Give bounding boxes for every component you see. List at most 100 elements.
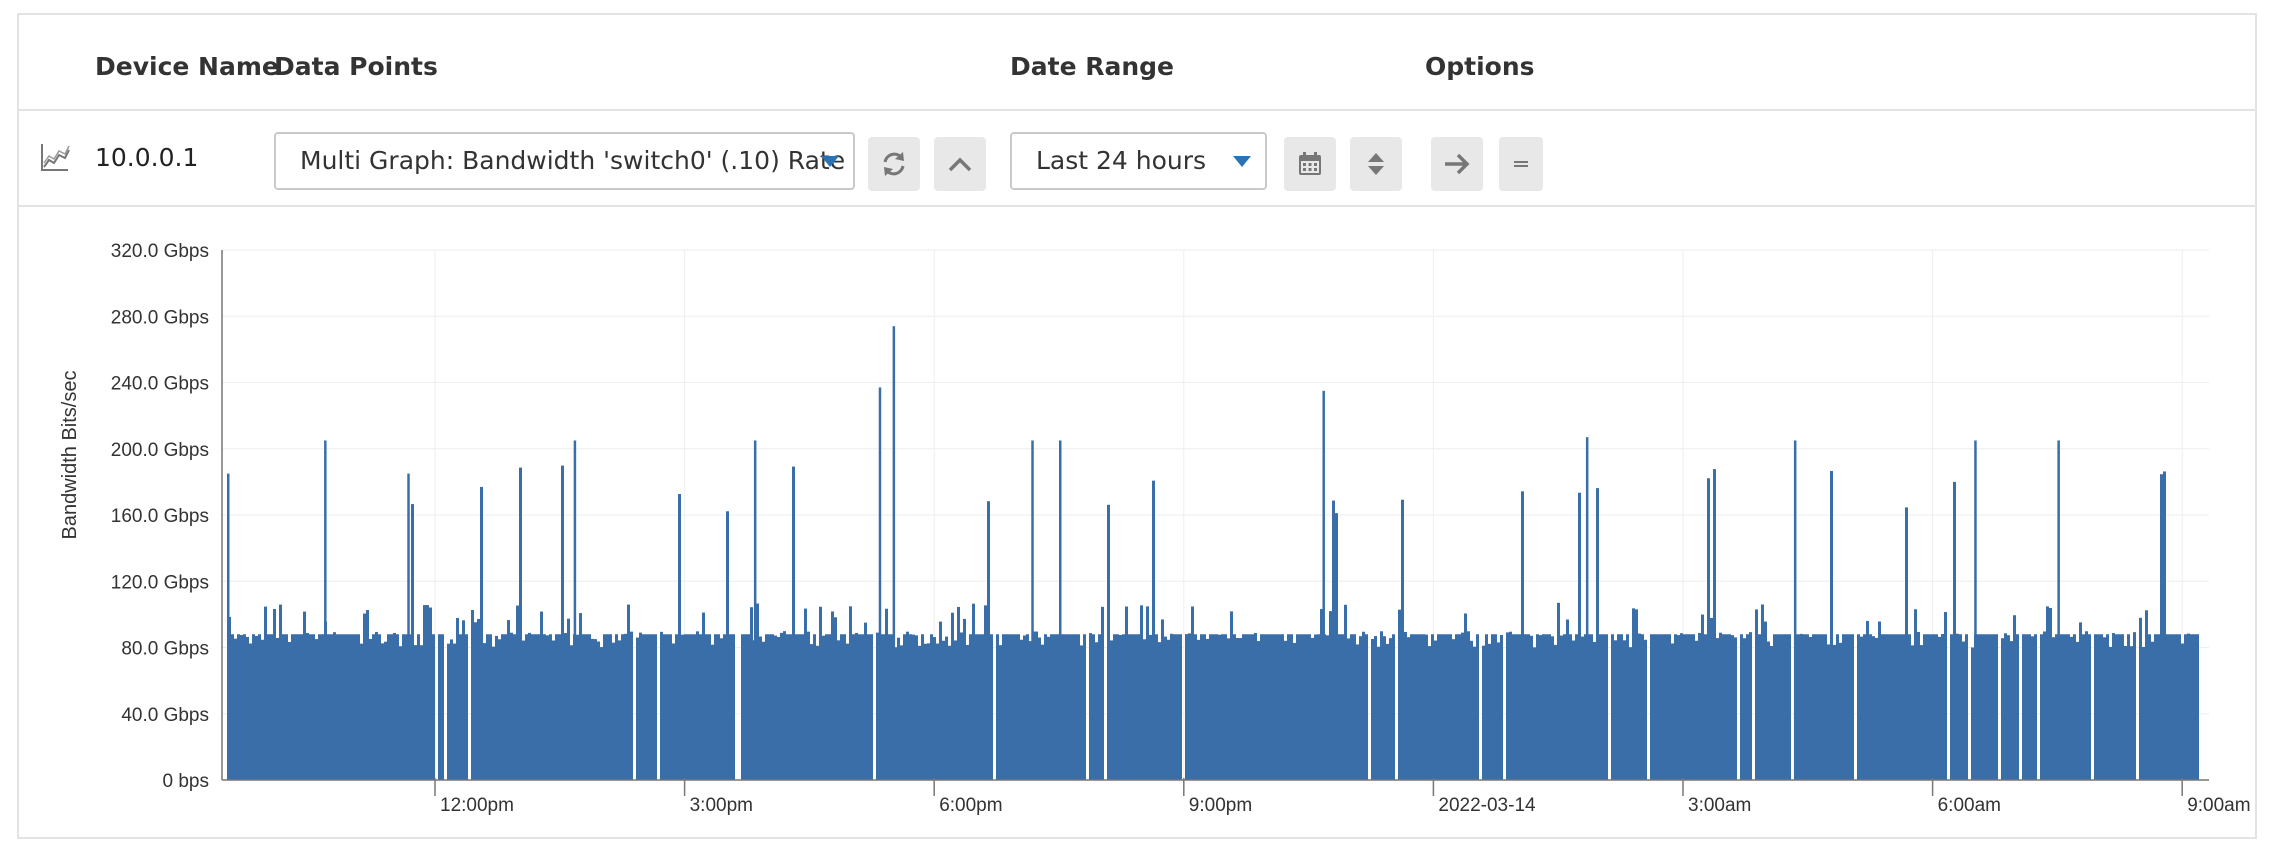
traffic-spike-bar xyxy=(892,326,896,780)
traffic-bar xyxy=(1446,634,1449,780)
traffic-bar xyxy=(2154,634,2157,780)
calendar-button[interactable] xyxy=(1284,137,1336,191)
device-name: 10.0.0.1 xyxy=(95,143,199,172)
traffic-bar xyxy=(489,634,492,780)
traffic-bar xyxy=(999,645,1002,780)
traffic-bar xyxy=(2127,634,2130,780)
traffic-bar xyxy=(1404,631,1407,780)
traffic-bar xyxy=(1485,634,1488,780)
traffic-bar xyxy=(1674,634,1677,780)
traffic-bar xyxy=(1344,604,1347,780)
traffic-bar xyxy=(603,634,606,780)
traffic-bar xyxy=(1548,634,1551,780)
traffic-bar xyxy=(1860,636,1863,780)
traffic-bar xyxy=(609,634,612,780)
traffic-bar xyxy=(1950,634,1953,780)
traffic-bar xyxy=(705,634,708,780)
traffic-bar xyxy=(1290,634,1293,780)
traffic-bar xyxy=(1155,634,1158,780)
go-button[interactable] xyxy=(1431,137,1483,191)
traffic-bar xyxy=(339,634,342,780)
traffic-bar xyxy=(1107,504,1110,780)
traffic-bar xyxy=(1206,638,1209,780)
refresh-button[interactable] xyxy=(868,137,920,191)
traffic-bar xyxy=(1452,639,1455,780)
traffic-bar xyxy=(1080,645,1083,780)
traffic-bar xyxy=(1719,632,1722,780)
traffic-bar xyxy=(1200,634,1203,780)
traffic-bar xyxy=(1557,602,1560,780)
traffic-bar xyxy=(1632,608,1635,780)
traffic-bar xyxy=(1782,634,1785,780)
traffic-bar xyxy=(1374,636,1377,780)
traffic-bar xyxy=(1872,636,1875,780)
traffic-bar xyxy=(1743,638,1746,780)
traffic-bar xyxy=(1494,634,1497,780)
traffic-bar xyxy=(696,631,699,780)
traffic-bar xyxy=(642,634,645,780)
traffic-bar xyxy=(2007,635,2010,780)
traffic-bar xyxy=(960,632,963,780)
traffic-bar xyxy=(1956,633,1959,780)
traffic-bar xyxy=(816,645,819,780)
traffic-bar xyxy=(1197,639,1200,780)
traffic-bar xyxy=(888,634,891,780)
traffic-bar xyxy=(1554,644,1557,780)
traffic-bar xyxy=(2145,610,2148,780)
y-tick-label: 280.0 Gbps xyxy=(111,307,209,328)
traffic-bar xyxy=(2001,638,2004,780)
traffic-spike-bar xyxy=(1322,390,1325,780)
traffic-bar xyxy=(1746,634,1749,780)
traffic-bar xyxy=(1209,634,1212,780)
traffic-bar xyxy=(1866,620,1869,780)
sort-button[interactable] xyxy=(1350,137,1402,191)
traffic-bar xyxy=(2043,631,2046,780)
traffic-bar xyxy=(1110,640,1113,780)
traffic-bar xyxy=(1953,481,1956,780)
traffic-bar xyxy=(591,638,594,780)
traffic-bar xyxy=(1593,641,1596,780)
traffic-bar xyxy=(366,610,369,780)
traffic-bar xyxy=(534,634,537,780)
sort-icon xyxy=(1367,151,1385,177)
menu-button[interactable] xyxy=(1499,137,1543,191)
traffic-bar xyxy=(894,647,897,780)
data-points-select[interactable]: Multi Graph: Bandwidth 'switch0' (.10) R… xyxy=(274,132,855,190)
traffic-bar xyxy=(2160,474,2163,780)
traffic-bar xyxy=(897,637,900,780)
traffic-bar xyxy=(1836,634,1839,780)
traffic-bar xyxy=(1263,634,1266,780)
traffic-bar xyxy=(402,634,405,780)
traffic-bar xyxy=(2157,634,2160,780)
traffic-bar xyxy=(2079,622,2082,780)
date-range-select[interactable]: Last 24 hours xyxy=(1010,132,1267,190)
traffic-bar xyxy=(1875,637,1878,780)
traffic-bar xyxy=(1074,634,1077,780)
traffic-bar xyxy=(978,634,981,780)
menu-icon xyxy=(1514,159,1528,169)
traffic-bar xyxy=(981,634,984,780)
traffic-bar xyxy=(630,631,633,780)
traffic-bar xyxy=(351,634,354,780)
collapse-button[interactable] xyxy=(934,137,986,191)
traffic-spike-bar xyxy=(573,440,577,780)
traffic-bar xyxy=(1644,639,1647,780)
traffic-bar xyxy=(2034,634,2037,780)
traffic-bar xyxy=(969,634,972,780)
traffic-bar xyxy=(1983,634,1986,780)
traffic-bar xyxy=(747,634,750,780)
y-tick-label: 0 bps xyxy=(163,771,209,792)
traffic-bar xyxy=(1083,634,1086,780)
traffic-bar xyxy=(441,634,444,780)
traffic-bar xyxy=(984,605,987,780)
traffic-bar xyxy=(1833,644,1836,780)
traffic-bar xyxy=(1275,634,1278,780)
traffic-bar xyxy=(1890,634,1893,780)
traffic-bar xyxy=(810,644,813,780)
chevron-down-icon xyxy=(1233,156,1251,167)
traffic-bar xyxy=(2121,634,2124,780)
traffic-bar xyxy=(510,632,513,780)
traffic-bar xyxy=(1785,634,1788,780)
traffic-bar xyxy=(732,634,735,780)
traffic-bar xyxy=(2139,617,2142,780)
